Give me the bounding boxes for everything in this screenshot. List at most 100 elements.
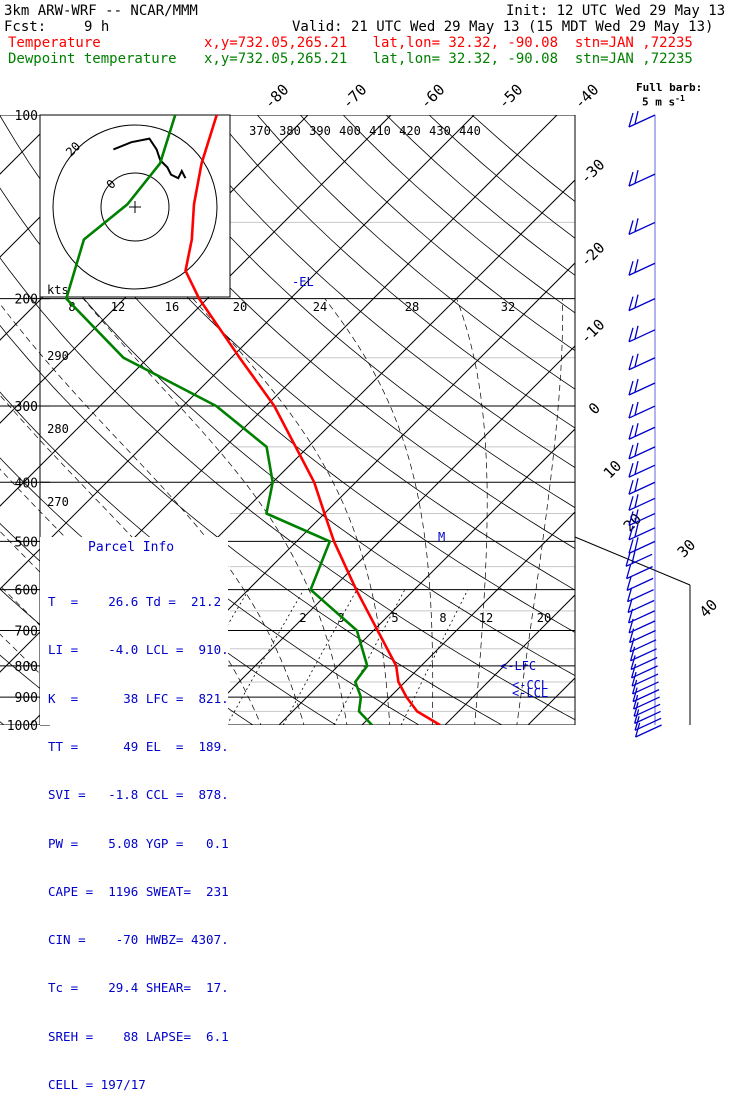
wind-barb	[629, 358, 655, 370]
dry-adiabat-label: 270	[47, 495, 69, 509]
isotherm-label: -50	[495, 81, 527, 113]
parcel-row: CIN = -70 HWBZ= 4307.	[48, 932, 229, 948]
wind-barb-flag	[635, 111, 638, 124]
parcel-info-table: T = 26.6 Td = 21.2 LI = -4.0 LCL = 910. …	[48, 562, 229, 1109]
parcel-row: CAPE = 1196 SWEAT= 231	[48, 884, 229, 900]
mixing-ratio-label: 12	[479, 611, 493, 625]
mixing-ratio-label: 5	[391, 611, 398, 625]
wind-barbs	[626, 111, 662, 737]
dry-adiabat-label: 280	[47, 422, 69, 436]
wind-barb	[629, 222, 655, 234]
wind-barb-flag	[635, 402, 638, 415]
theta-label: 400	[339, 124, 361, 138]
theta-label: 440	[459, 124, 481, 138]
hodograph-units: kts	[47, 283, 69, 297]
theta-label: 370	[249, 124, 271, 138]
wind-barb	[629, 541, 655, 553]
isotherm-label: 0	[585, 399, 604, 418]
parcel-row: PW = 5.08 YGP = 0.1	[48, 836, 229, 852]
wind-barb	[629, 406, 655, 418]
parcel-row: TT = 49 EL = 189.	[48, 739, 229, 755]
wind-barb-flag	[635, 354, 638, 367]
wind-barb-flag	[635, 494, 638, 507]
isotherm-label: -30	[577, 156, 609, 188]
level-annotation: <-LFC	[500, 659, 536, 673]
isotherm-label: -80	[261, 81, 293, 113]
moist-adiabat	[325, 299, 433, 738]
speed-scale-label: 32	[501, 300, 515, 314]
wind-barb-flag	[635, 443, 638, 456]
pressure-tick-label: 600	[15, 584, 38, 599]
pressure-tick-label: 500	[15, 535, 38, 550]
wind-barb-flag	[635, 295, 638, 308]
isotherm-label: 10	[600, 457, 626, 483]
isotherm-label: 40	[696, 596, 722, 622]
wind-barb-flag	[635, 326, 638, 339]
wind-barb	[629, 427, 655, 439]
theta-label: 420	[399, 124, 421, 138]
pressure-tick-label: 400	[15, 476, 38, 491]
theta-label: 390	[309, 124, 331, 138]
wind-barb-flag	[635, 379, 638, 392]
wind-barb	[629, 498, 655, 510]
theta-label: 430	[429, 124, 451, 138]
pressure-tick-label: 700	[15, 625, 38, 640]
wind-barb	[629, 482, 655, 494]
wind-barb-flag	[635, 461, 638, 474]
parcel-row: CELL = 197/17	[48, 1077, 229, 1093]
level-annotation: M	[438, 530, 445, 544]
isotherm-line	[598, 115, 740, 738]
isotherm-label: -20	[577, 239, 609, 271]
wind-barb	[629, 465, 655, 477]
pressure-tick-label: 200	[15, 293, 38, 308]
mixing-ratio-label: 2	[299, 611, 306, 625]
pressure-tick-label: 100	[15, 109, 38, 124]
wind-barb-flag	[635, 218, 638, 231]
wind-barb	[629, 115, 655, 127]
wind-barb	[629, 263, 655, 275]
speed-scale-label: 28	[405, 300, 419, 314]
mixing-ratio-label: 20	[537, 611, 551, 625]
dry-adiabat	[257, 115, 740, 738]
parcel-row: K = 38 LFC = 821.	[48, 691, 229, 707]
parcel-row: LI = -4.0 LCL = 910.	[48, 642, 229, 658]
dry-adiabat	[214, 115, 740, 738]
pressure-tick-label: 900	[15, 691, 38, 706]
isotherm-label: -40	[571, 81, 603, 113]
isotherm-label: 30	[674, 536, 700, 562]
dry-adiabat	[343, 115, 740, 738]
dry-adiabat	[386, 115, 740, 738]
speed-scale-label: 24	[313, 300, 327, 314]
isotherm-line	[183, 115, 740, 738]
theta-label: 380	[279, 124, 301, 138]
parcel-row: T = 26.6 Td = 21.2	[48, 594, 229, 610]
dry-adiabat	[429, 115, 740, 738]
parcel-row: Tc = 29.4 SHEAR= 17.	[48, 980, 229, 996]
dry-adiabat-label: 290	[47, 349, 69, 363]
pressure-tick-label: 1000	[7, 719, 38, 734]
mixing-ratio-label: 8	[439, 611, 446, 625]
isotherm-label: -10	[577, 316, 609, 348]
isotherm-line	[266, 115, 740, 738]
parcel-info-title: Parcel Info	[88, 540, 174, 555]
pressure-tick-label: 800	[15, 660, 38, 675]
speed-scale-label: 20	[233, 300, 247, 314]
level-annotation: -EL	[292, 275, 314, 289]
wind-barb	[629, 174, 655, 186]
wind-barb	[629, 330, 655, 342]
wind-barb	[629, 383, 655, 395]
isotherm-label: -70	[339, 81, 371, 113]
wind-barb-flag	[635, 170, 638, 183]
theta-label: 410	[369, 124, 391, 138]
dry-adiabat	[0, 115, 20, 738]
isotherm-line	[432, 115, 740, 738]
wind-barb	[629, 447, 655, 459]
level-annotation: <-LCL	[512, 686, 548, 700]
isotherm-line	[349, 115, 740, 738]
speed-scale-label: 12	[111, 300, 125, 314]
wind-barb-flag	[635, 478, 638, 491]
wind-barb-flag	[635, 537, 638, 550]
mixing-ratio-line	[283, 590, 357, 725]
wind-barb-flag	[635, 423, 638, 436]
mixing-ratio-line	[227, 590, 304, 725]
